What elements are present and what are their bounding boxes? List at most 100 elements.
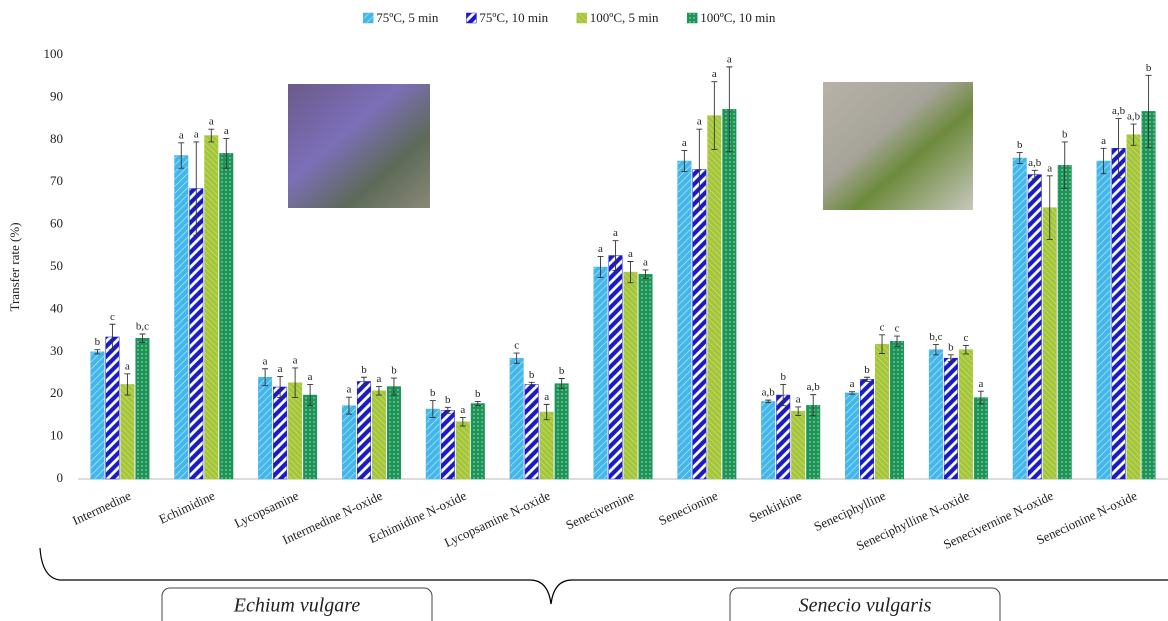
significance-letter: b,c bbox=[929, 331, 942, 343]
significance-letter: b bbox=[864, 364, 870, 376]
bar bbox=[929, 350, 943, 479]
x-tick-label: Intermedine bbox=[70, 488, 133, 528]
bar bbox=[1028, 175, 1042, 479]
significance-letter: b bbox=[559, 365, 565, 377]
x-tick-label: Echimidine bbox=[156, 488, 217, 527]
x-tick-label: Senkirkine bbox=[747, 488, 805, 525]
legend-label: 100ºC, 10 min bbox=[700, 10, 776, 25]
significance-letter: b bbox=[1017, 139, 1023, 151]
bar bbox=[426, 409, 440, 479]
bar bbox=[1058, 165, 1072, 479]
bar bbox=[1043, 208, 1057, 479]
bar bbox=[723, 109, 737, 479]
significance-letter: a bbox=[179, 129, 184, 141]
significance-letter: b bbox=[391, 365, 397, 377]
legend-label: 75ºC, 5 min bbox=[376, 10, 439, 25]
significance-letter: b bbox=[445, 394, 451, 406]
y-tick-label: 50 bbox=[50, 258, 63, 273]
photo-senecio bbox=[823, 82, 973, 210]
bar bbox=[806, 405, 820, 479]
bar bbox=[1097, 161, 1111, 479]
significance-letter: a bbox=[224, 125, 229, 137]
bar bbox=[205, 136, 219, 479]
bar bbox=[776, 395, 790, 479]
significance-letter: a bbox=[263, 355, 268, 367]
bar bbox=[845, 393, 859, 479]
significance-letter: a bbox=[613, 227, 618, 239]
bar bbox=[594, 267, 608, 479]
y-tick-label: 30 bbox=[50, 343, 63, 358]
significance-letter: c bbox=[514, 340, 519, 352]
y-axis-label: Transfer rate (%) bbox=[7, 222, 22, 311]
significance-letter: b bbox=[1146, 62, 1152, 74]
bar bbox=[121, 384, 135, 479]
significance-letter: a bbox=[460, 404, 465, 416]
significance-letter: a bbox=[978, 378, 983, 390]
y-tick-label: 0 bbox=[57, 470, 64, 485]
bar bbox=[372, 391, 386, 479]
significance-letter: a bbox=[293, 354, 298, 366]
bar bbox=[273, 387, 287, 479]
bar bbox=[875, 344, 889, 479]
y-tick-label: 10 bbox=[50, 428, 63, 443]
significance-letter: a bbox=[643, 256, 648, 268]
bar bbox=[136, 338, 150, 479]
bar bbox=[1127, 135, 1141, 479]
significance-letter: a,b bbox=[807, 381, 821, 393]
significance-letter: a bbox=[628, 248, 633, 260]
y-tick-label: 40 bbox=[50, 300, 63, 315]
legend-label: 75ºC, 10 min bbox=[479, 10, 548, 25]
significance-letter: a,b bbox=[1127, 111, 1141, 123]
significance-letter: a bbox=[125, 360, 130, 372]
bar bbox=[303, 395, 317, 479]
significance-letter: a,b bbox=[762, 387, 776, 399]
significance-letter: a bbox=[598, 243, 603, 255]
significance-letter: a bbox=[1047, 162, 1052, 174]
y-tick-label: 90 bbox=[50, 88, 63, 103]
legend-swatch bbox=[687, 13, 697, 23]
legend-label: 100ºC, 5 min bbox=[590, 10, 659, 25]
significance-letter: a,b bbox=[1028, 157, 1042, 169]
bar bbox=[974, 398, 988, 479]
bar bbox=[342, 406, 356, 479]
significance-letter: a bbox=[209, 116, 214, 128]
significance-letter: a bbox=[682, 137, 687, 149]
y-tick-label: 80 bbox=[50, 131, 63, 146]
significance-letter: a bbox=[347, 384, 352, 396]
significance-letter: b bbox=[780, 371, 786, 383]
significance-letter: c bbox=[880, 321, 885, 333]
bar bbox=[357, 381, 371, 479]
significance-letter: a bbox=[194, 128, 199, 140]
significance-letter: a,b bbox=[1112, 105, 1126, 117]
bar bbox=[1142, 111, 1156, 479]
bar bbox=[175, 155, 189, 479]
bar bbox=[761, 401, 775, 479]
y-tick-label: 60 bbox=[50, 216, 63, 231]
bar bbox=[106, 337, 120, 479]
bar bbox=[944, 358, 958, 479]
bar bbox=[456, 422, 470, 479]
significance-letter: a bbox=[1101, 135, 1106, 147]
group-label: Senecio vulgaris bbox=[799, 595, 932, 617]
significance-letter: a bbox=[377, 373, 382, 385]
bar bbox=[609, 256, 623, 479]
significance-letter: a bbox=[850, 378, 855, 390]
significance-letter: b bbox=[948, 341, 954, 353]
bar bbox=[525, 384, 539, 479]
bar bbox=[387, 387, 401, 479]
significance-letter: b bbox=[95, 336, 101, 348]
bar bbox=[708, 116, 722, 479]
significance-letter: a bbox=[727, 53, 732, 65]
bar bbox=[890, 341, 904, 479]
bar bbox=[555, 384, 569, 479]
significance-letter: a bbox=[278, 363, 283, 375]
x-tick-label: Lycopsamine bbox=[232, 488, 301, 531]
bar bbox=[91, 352, 105, 479]
bar bbox=[693, 169, 707, 479]
significance-letter: a bbox=[697, 116, 702, 128]
bar bbox=[1013, 158, 1026, 479]
legend-swatch bbox=[466, 13, 476, 23]
y-tick-label: 70 bbox=[50, 173, 63, 188]
bar bbox=[220, 153, 234, 479]
bar bbox=[678, 161, 692, 479]
